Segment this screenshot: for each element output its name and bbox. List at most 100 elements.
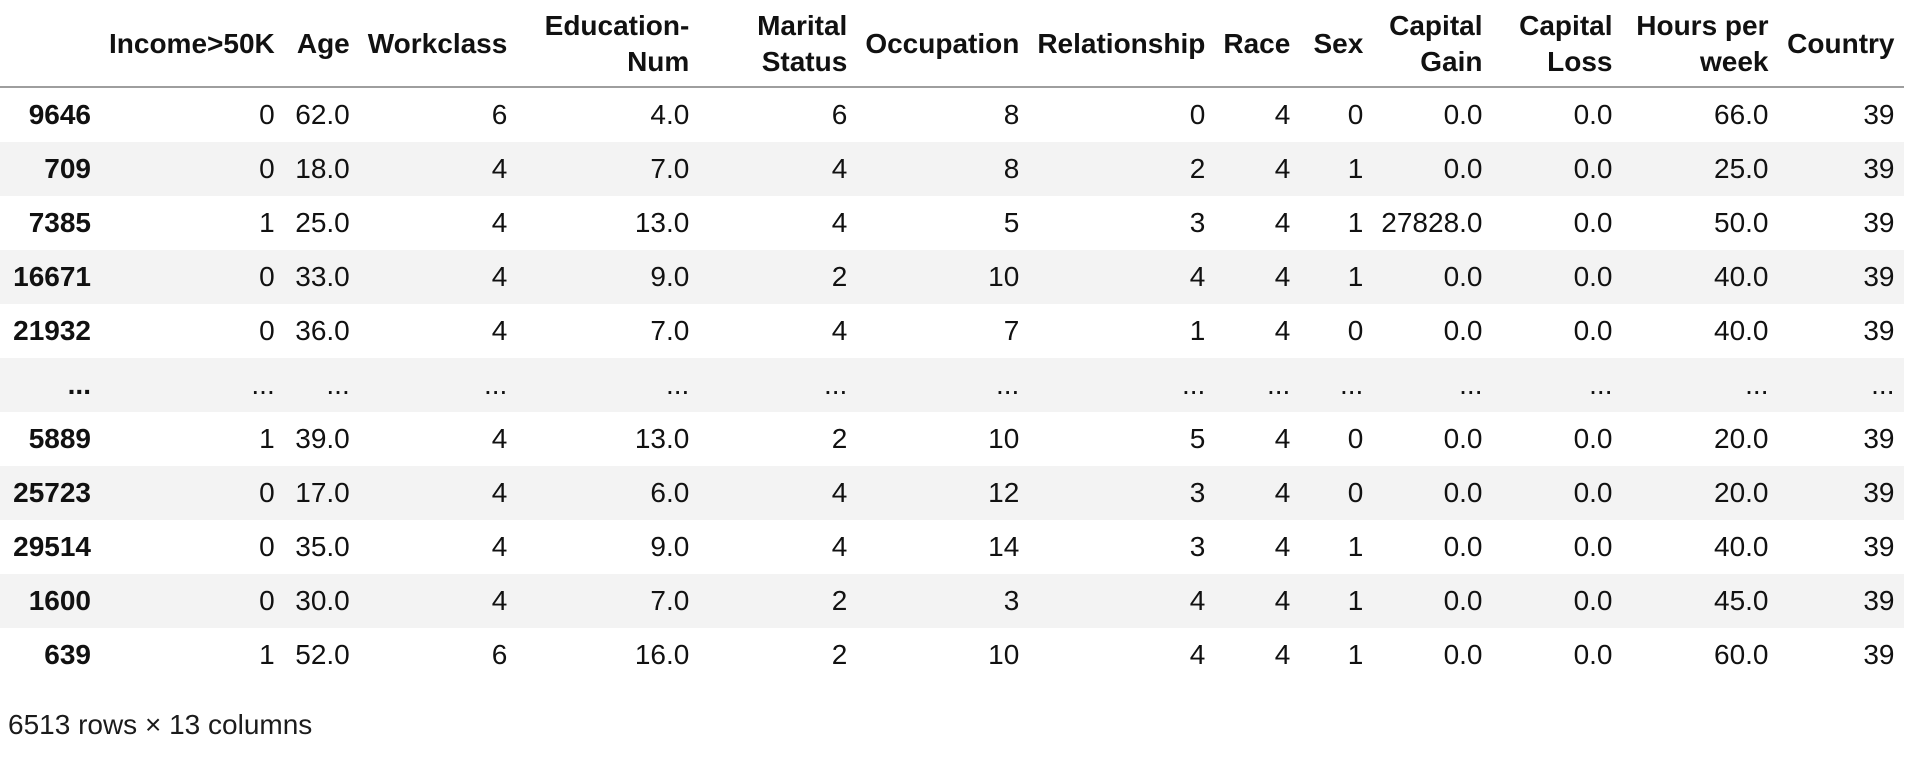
- table-row: 21932 0 36.0 4 7.0 4 7 1 4 0 0.0 0.0 40.0 39: [0, 304, 1904, 358]
- column-header: Country: [1777, 0, 1904, 88]
- cell: 1: [259, 423, 275, 454]
- cell: 7.0: [650, 153, 690, 184]
- cell: 4: [831, 207, 848, 238]
- cell: ...: [665, 369, 690, 400]
- cell: 1: [1347, 261, 1364, 292]
- cell: 6: [831, 99, 848, 130]
- cell: 4: [1274, 423, 1291, 454]
- cell: 4: [491, 477, 508, 508]
- cell: 4.0: [650, 99, 690, 130]
- cell: 2: [831, 639, 848, 670]
- cell: 4: [1189, 261, 1206, 292]
- cell: 12: [988, 477, 1020, 508]
- header-row: Income>50K Age Workclass Education-Num Marit…: [0, 0, 1904, 88]
- cell: 4: [491, 585, 508, 616]
- column-header: Occupation: [856, 0, 1029, 88]
- cell: 1: [1347, 153, 1364, 184]
- dataframe-output-area: Income>50K Age Workclass Education-Num Marit…: [0, 0, 1904, 740]
- cell: 39: [1863, 315, 1895, 346]
- cell: 0: [1347, 315, 1364, 346]
- cell: 0.0: [1443, 153, 1483, 184]
- cell: 39: [1863, 477, 1895, 508]
- cell: 4: [1274, 639, 1291, 670]
- row-index: 5889: [28, 423, 91, 454]
- cell: 4: [1274, 261, 1291, 292]
- cell: 0.0: [1443, 423, 1483, 454]
- cell: 62.0: [295, 99, 350, 130]
- cell: ...: [1459, 369, 1483, 400]
- cell: 0.0: [1443, 261, 1483, 292]
- cell: 16.0: [634, 639, 690, 670]
- cell: 0.0: [1573, 585, 1613, 616]
- cell: 3: [1189, 477, 1206, 508]
- cell: ...: [1339, 369, 1364, 400]
- cell: 0: [259, 477, 275, 508]
- cell: 4: [1274, 477, 1291, 508]
- cell: 7: [1003, 315, 1020, 346]
- table-row: 25723 0 17.0 4 6.0 4 12 3 4 0 0.0 0.0 20.0 39: [0, 466, 1904, 520]
- table-row: 29514 0 35.0 4 9.0 4 14 3 4 1 0.0 0.0 40.0 39: [0, 520, 1904, 574]
- cell: 30.0: [295, 585, 350, 616]
- table-row: 7385 1 25.0 4 13.0 4 5 3 4 1 27828.0 0.0 50.0 39: [0, 196, 1904, 250]
- cell: 2: [1189, 153, 1206, 184]
- column-header: Age: [283, 0, 359, 88]
- table-row: 16671 0 33.0 4 9.0 2 10 4 4 1 0.0 0.0 40.0 39: [0, 250, 1904, 304]
- cell: 4: [491, 315, 508, 346]
- cell: ...: [483, 369, 508, 400]
- row-index: 21932: [13, 315, 91, 346]
- cell: 2: [831, 423, 848, 454]
- table-row: 639 1 52.0 6 16.0 2 10 4 4 1 0.0 0.0 60.0 39: [0, 628, 1904, 682]
- cell: 4: [491, 153, 508, 184]
- cell: 10: [988, 423, 1020, 454]
- cell: 39: [1863, 585, 1895, 616]
- cell: 1: [1347, 207, 1364, 238]
- cell: 5: [1189, 423, 1206, 454]
- cell: 0: [259, 585, 275, 616]
- row-index: 29514: [13, 531, 91, 562]
- cell: 0: [1189, 99, 1206, 130]
- cell: 4: [831, 477, 848, 508]
- cell: 6: [491, 639, 508, 670]
- cell: 4: [1189, 639, 1206, 670]
- cell: 0.0: [1573, 315, 1613, 346]
- cell: ...: [1182, 369, 1206, 400]
- cell: 39: [1863, 531, 1895, 562]
- cell: 0.0: [1443, 639, 1483, 670]
- column-header: Education-Num: [516, 0, 699, 88]
- cell: 8: [1003, 153, 1020, 184]
- row-index: 709: [44, 153, 91, 184]
- cell: 1: [259, 207, 275, 238]
- table-row: 5889 1 39.0 4 13.0 2 10 5 4 0 0.0 0.0 20.0 39: [0, 412, 1904, 466]
- cell: 60.0: [1714, 639, 1769, 670]
- cell: 27828.0: [1381, 207, 1483, 238]
- cell: 1: [1189, 315, 1206, 346]
- cell: ...: [326, 369, 350, 400]
- cell: ...: [1589, 369, 1613, 400]
- row-index: 7385: [28, 207, 91, 238]
- cell: 40.0: [1714, 315, 1769, 346]
- cell: 4: [1274, 99, 1291, 130]
- cell: 39: [1863, 423, 1895, 454]
- cell: 4: [1274, 315, 1291, 346]
- dataframe-table: Income>50K Age Workclass Education-Num Marit…: [0, 0, 1904, 682]
- cell: 39: [1863, 207, 1895, 238]
- cell: 0: [259, 261, 275, 292]
- cell: 13.0: [634, 423, 690, 454]
- cell: 0: [259, 315, 275, 346]
- row-index: 9646: [28, 99, 91, 130]
- column-header: Capital Loss: [1491, 0, 1622, 88]
- cell: 4: [831, 315, 848, 346]
- cell: 0.0: [1573, 639, 1613, 670]
- cell: 0.0: [1573, 99, 1613, 130]
- cell: 50.0: [1714, 207, 1769, 238]
- cell: 40.0: [1714, 531, 1769, 562]
- cell: 3: [1003, 585, 1020, 616]
- index-column-header: [0, 0, 100, 88]
- cell: ...: [251, 369, 275, 400]
- cell: 1: [1347, 639, 1364, 670]
- cell: 0: [1347, 423, 1364, 454]
- cell: 35.0: [295, 531, 350, 562]
- column-header: Marital Status: [698, 0, 857, 88]
- cell: 39: [1863, 99, 1895, 130]
- cell: 5: [1003, 207, 1020, 238]
